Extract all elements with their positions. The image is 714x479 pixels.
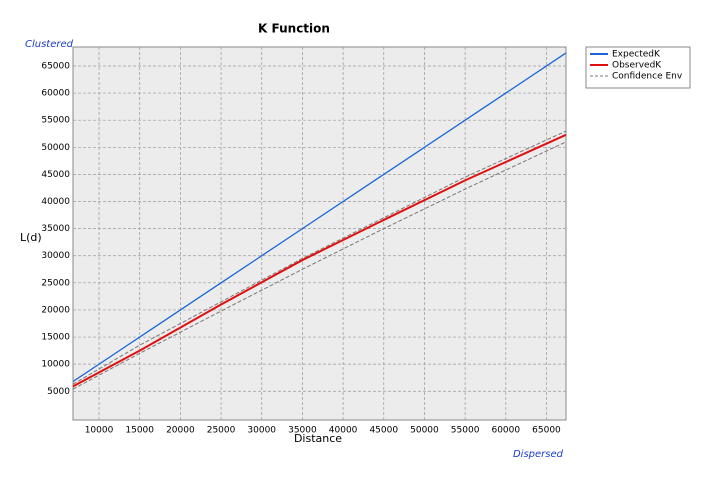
x-tick-label: 45000 xyxy=(369,426,398,436)
x-tick-label: 15000 xyxy=(125,426,154,436)
x-tick-label: 25000 xyxy=(207,426,236,436)
envelope-line xyxy=(72,141,567,390)
x-tick-label: 40000 xyxy=(329,426,358,436)
y-tick-label: 25000 xyxy=(41,278,70,288)
x-tick-label: 65000 xyxy=(532,426,561,436)
y-tick-label: 20000 xyxy=(41,305,70,315)
x-axis-label: Distance xyxy=(294,432,342,445)
x-tick-label: 35000 xyxy=(288,426,317,436)
x-tick-label: 20000 xyxy=(166,426,195,436)
y-tick-label: 30000 xyxy=(41,251,70,261)
legend-label: Confidence Env xyxy=(612,72,683,82)
plot-area xyxy=(72,46,567,421)
annotation: Dispersed xyxy=(513,449,564,460)
legend-label: ObservedK xyxy=(612,61,662,71)
y-tick-label: 50000 xyxy=(41,143,70,153)
chart-title: K Function xyxy=(258,22,330,36)
y-tick-label: 45000 xyxy=(41,170,70,180)
legend-label: ExpectedK xyxy=(612,50,661,60)
y-axis-label: L(d) xyxy=(20,231,42,244)
envelope-line xyxy=(72,130,567,385)
x-tick-label: 10000 xyxy=(85,426,114,436)
y-tick-label: 15000 xyxy=(41,333,70,343)
x-tick-label: 30000 xyxy=(247,426,276,436)
x-tick-label: 50000 xyxy=(410,426,439,436)
y-tick-label: 60000 xyxy=(41,89,70,99)
series-line xyxy=(72,133,567,388)
y-tick-label: 55000 xyxy=(41,116,70,126)
series-line xyxy=(72,52,567,383)
y-tick-label: 40000 xyxy=(41,197,70,207)
y-tick-label: 5000 xyxy=(47,387,70,397)
y-tick-label: 65000 xyxy=(41,61,70,71)
y-tick-label: 10000 xyxy=(41,360,70,370)
y-tick-label: 35000 xyxy=(41,224,70,234)
annotation: Clustered xyxy=(25,39,74,50)
x-tick-label: 55000 xyxy=(451,426,480,436)
x-tick-label: 60000 xyxy=(491,426,520,436)
